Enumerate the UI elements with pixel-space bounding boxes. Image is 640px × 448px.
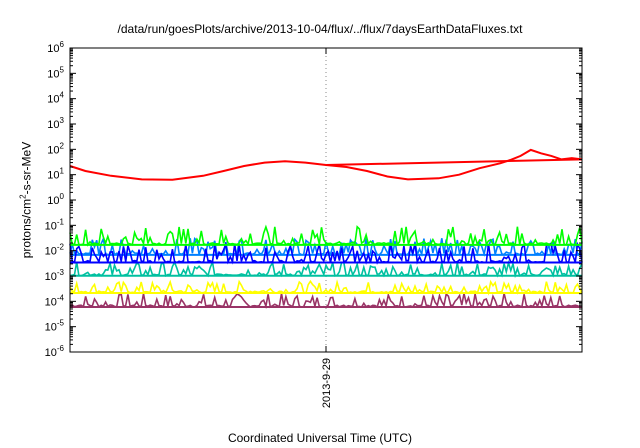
y-tick-label: 106	[47, 40, 64, 55]
y-tick-label: 100	[47, 192, 64, 207]
y-tick-label: 102	[47, 141, 64, 156]
y-axis-label: protons/cm2-s-sr-MeV	[18, 141, 34, 259]
series-segment-red	[325, 158, 583, 167]
y-axis-ticks: 10-6 10-5 10-4 10-3 10-2 10-1 100 101 102 103 104 1…	[45, 40, 582, 359]
chart-title: /data/run/goesPlots/archive/2013-10-04/f…	[117, 22, 523, 36]
y-tick-label: 10-5	[45, 319, 65, 334]
y-tick-label: 10-3	[45, 268, 65, 283]
y-tick-label: 10-2	[45, 243, 65, 258]
series-line	[69, 259, 583, 279]
series-group	[69, 148, 583, 310]
y-tick-label: 104	[47, 91, 64, 106]
x-axis-label: Coordinated Universal Time (UTC)	[227, 431, 413, 445]
series-line-red	[69, 148, 583, 181]
y-tick-label: 101	[47, 167, 64, 182]
y-tick-label: 103	[47, 116, 64, 131]
x-tick-label: 2013-9-29	[321, 358, 333, 408]
y-tick-label: 10-1	[45, 217, 65, 232]
y-tick-label: 10-6	[45, 344, 65, 359]
series-line	[69, 279, 583, 296]
y-tick-label: 105	[47, 65, 64, 80]
y-tick-label: 10-4	[45, 293, 65, 308]
x-axis-ticks: 2013-9-29	[321, 48, 333, 408]
